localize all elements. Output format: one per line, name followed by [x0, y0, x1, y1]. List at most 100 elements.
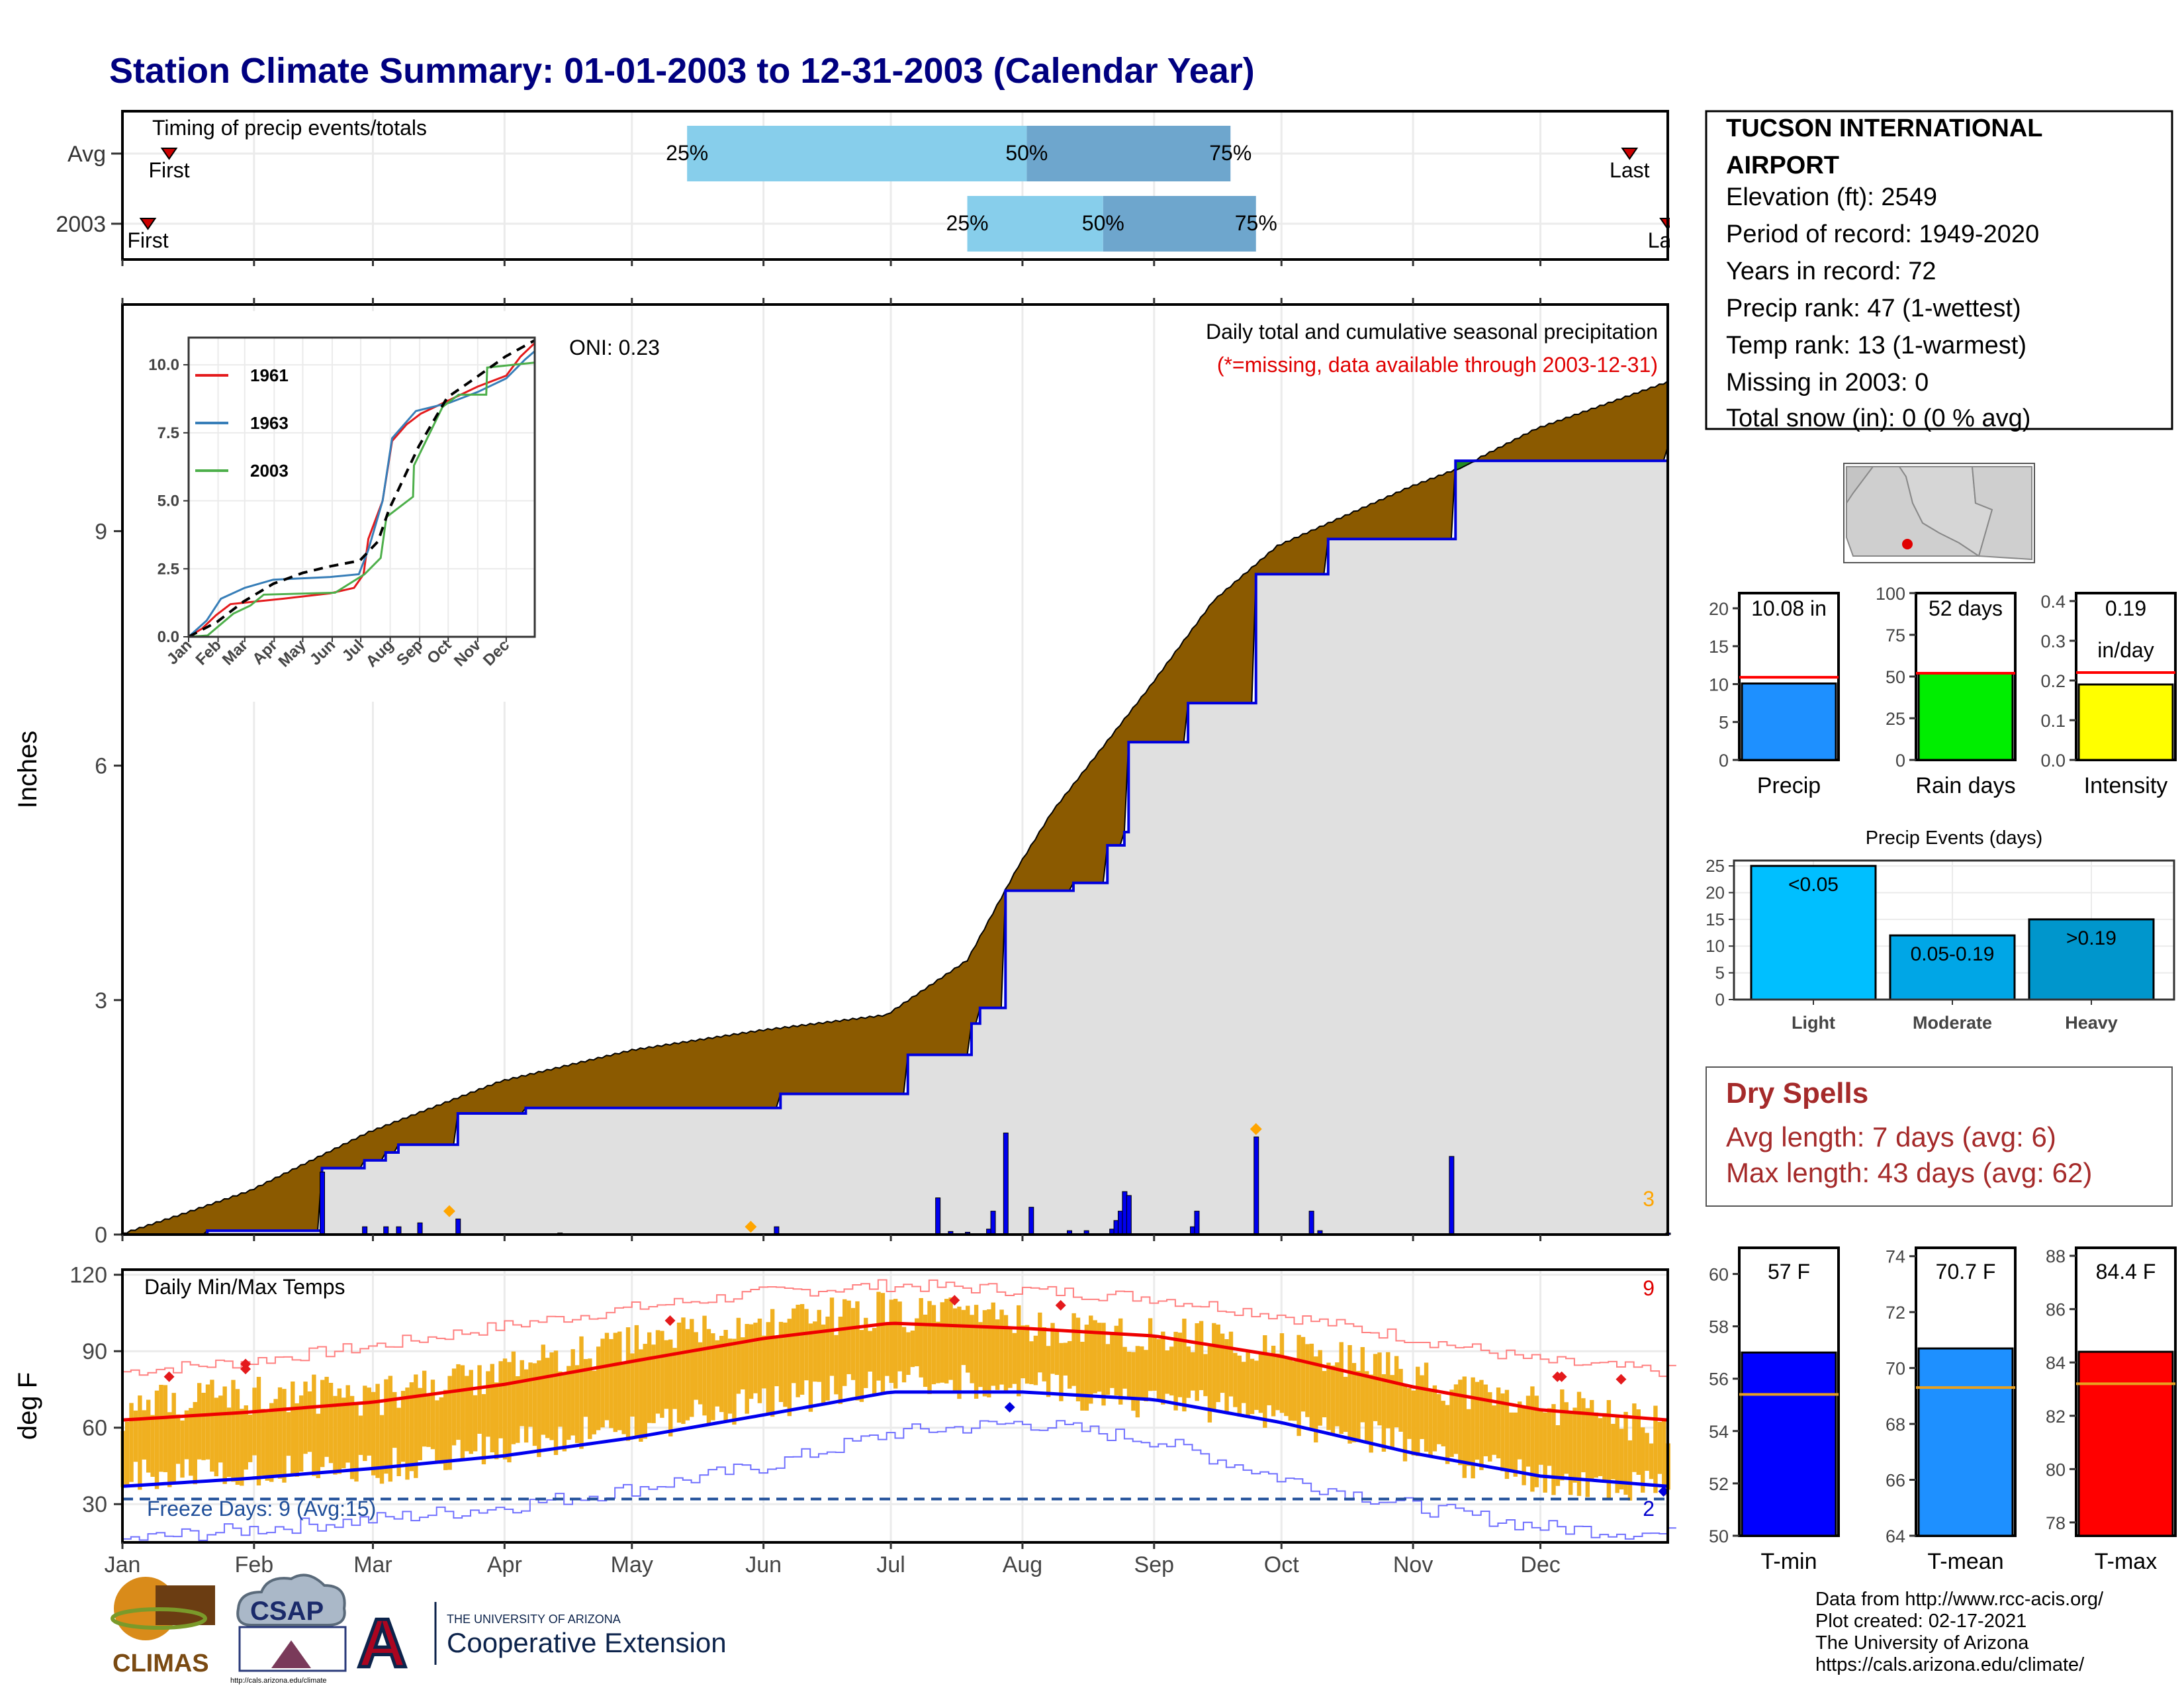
- summary-bar-value-label2: in/day: [2097, 638, 2154, 662]
- daily-temp-bar: [333, 1395, 338, 1475]
- daily-temp-bar: [1017, 1305, 1021, 1397]
- temp-count-bottom: 2: [1643, 1497, 1655, 1521]
- timing-last-marker: [1621, 148, 1639, 160]
- daily-temp-bar: [915, 1318, 919, 1366]
- timing-p75-label: 75%: [1235, 211, 1277, 235]
- daily-temp-bar: [1118, 1318, 1123, 1405]
- dry-spells-max: Max length: 43 days (avg: 62): [1726, 1157, 2092, 1188]
- normal-max-line: [122, 1321, 1668, 1422]
- daily-temp-bar: [1144, 1350, 1148, 1401]
- daily-temp-bar: [146, 1399, 151, 1473]
- daily-temp-bar: [345, 1385, 350, 1463]
- daily-temp-bar: [396, 1407, 401, 1476]
- daily-temp-bar: [1263, 1335, 1267, 1428]
- station-precip-rank: Precip rank: 47 (1-wettest): [1726, 295, 2021, 322]
- daily-temp-bar: [1441, 1401, 1445, 1446]
- daily-temp-bar: [745, 1324, 749, 1414]
- temp-record-marker: [1556, 1371, 1567, 1382]
- daily-temp-bar: [1572, 1407, 1577, 1483]
- month-label: Oct: [1264, 1552, 1299, 1577]
- daily-temp-bar: [855, 1301, 860, 1401]
- daily-temp-bar: [1135, 1346, 1140, 1418]
- daily-temp-bar: [1220, 1333, 1225, 1393]
- daily-temp-bar: [349, 1395, 355, 1479]
- daily-temp-bar: [1080, 1341, 1085, 1411]
- daily-temp-bar: [1390, 1375, 1394, 1448]
- daily-temp-bar: [303, 1382, 308, 1454]
- daily-temp-bar: [762, 1335, 766, 1389]
- precip-observed-fill: [122, 446, 1668, 1235]
- summary-bar-category: Intensity: [2084, 773, 2168, 798]
- daily-temp-bar: [1314, 1356, 1318, 1443]
- daily-temp-bar: [1449, 1389, 1454, 1457]
- daily-temp-bar: [197, 1383, 202, 1460]
- daily-temp-bar: [970, 1315, 974, 1383]
- daily-precip-bar: [1308, 1211, 1314, 1235]
- daily-temp-bar: [1012, 1333, 1017, 1384]
- footer-data-source: Data from http://www.rcc-acis.org/: [1815, 1589, 2104, 1610]
- map-state-shape: [1846, 466, 1874, 506]
- daily-temp-bar: [490, 1364, 494, 1453]
- daily-temp-bar: [159, 1384, 163, 1472]
- daily-temp-bar: [588, 1358, 592, 1439]
- events-category-label: Heavy: [2065, 1013, 2118, 1033]
- daily-temp-bar: [171, 1393, 176, 1483]
- daily-temp-bar: [528, 1362, 533, 1427]
- daily-temp-bar: [1122, 1346, 1127, 1389]
- daily-temp-bar: [792, 1308, 796, 1383]
- daily-temp-bar: [1212, 1323, 1216, 1411]
- daily-temp-bar: [1416, 1366, 1420, 1456]
- daily-temp-bar: [702, 1315, 707, 1416]
- daily-temp-bar: [685, 1329, 690, 1421]
- daily-temp-bar: [1539, 1411, 1543, 1465]
- daily-temp-bar: [1207, 1346, 1212, 1423]
- inset-ytick-label: 5.0: [158, 492, 179, 510]
- daily-temp-bar: [893, 1299, 898, 1389]
- daily-temp-bar: [1627, 1440, 1633, 1501]
- timing-panel: 25% 50% 75% First Last Avg 25% 50% 75% First Last 2…: [56, 110, 1670, 266]
- summary-bar-ytick-label: 0.2: [2040, 671, 2066, 691]
- precip-ylabel: Inches: [13, 731, 42, 809]
- summary-bar: [2077, 1350, 2174, 1537]
- record-min-line: [122, 1420, 1676, 1541]
- footer-text: Data from http://www.rcc-acis.org/ Plot …: [1815, 1589, 2104, 1675]
- daily-temp-bar: [643, 1344, 647, 1439]
- timing-last-label: Last: [1610, 158, 1650, 182]
- events-border: [1733, 859, 2175, 1001]
- summary-bar-ytick-label: 50: [1709, 1526, 1729, 1546]
- daily-temp-bar: [982, 1310, 987, 1397]
- station-location-dot: [1902, 539, 1913, 549]
- ua-logo-letter: A: [357, 1605, 407, 1682]
- daily-temp-bar: [991, 1302, 995, 1386]
- summary-bar-ytick-label: 0.0: [2040, 751, 2066, 771]
- events-ytick-label: 5: [1715, 963, 1725, 983]
- daily-temp-bar: [821, 1324, 826, 1403]
- daily-temp-bar: [859, 1330, 864, 1402]
- daily-temp-bar: [1551, 1404, 1556, 1495]
- daily-temp-bar: [974, 1305, 979, 1399]
- timing-first-marker: [139, 218, 157, 230]
- summary-bar-ytick-label: 68: [1886, 1415, 1905, 1434]
- daily-temp-bar: [286, 1412, 291, 1456]
- inset-ytick-label: 0.0: [158, 628, 179, 646]
- summary-bar-value-label: 52 days: [1929, 596, 2003, 620]
- events-category-label: Moderate: [1913, 1013, 1992, 1033]
- daily-temp-bar: [138, 1395, 142, 1490]
- daily-temp-bar: [1131, 1352, 1136, 1411]
- daily-temp-bar: [244, 1405, 248, 1470]
- daily-temp-bar: [596, 1346, 601, 1430]
- daily-temp-bar: [621, 1364, 626, 1434]
- daily-temp-bar: [1594, 1412, 1598, 1478]
- precip-diamond-marker: [745, 1221, 757, 1233]
- summary-bar-ytick-label: 74: [1886, 1247, 1905, 1267]
- daily-temp-bar: [813, 1321, 817, 1382]
- map-state-shape: [1971, 466, 2032, 561]
- summary-bar: [1917, 1347, 2014, 1537]
- daily-temp-bar: [604, 1333, 610, 1421]
- daily-temp-bar: [783, 1322, 788, 1407]
- precip-border: [121, 303, 1669, 1236]
- summary-bar-ytick-label: 0.4: [2040, 592, 2066, 612]
- summary-bar-ytick-label: 82: [2046, 1407, 2066, 1427]
- daily-temp-bar: [1534, 1395, 1539, 1487]
- daily-temp-bar: [477, 1365, 482, 1434]
